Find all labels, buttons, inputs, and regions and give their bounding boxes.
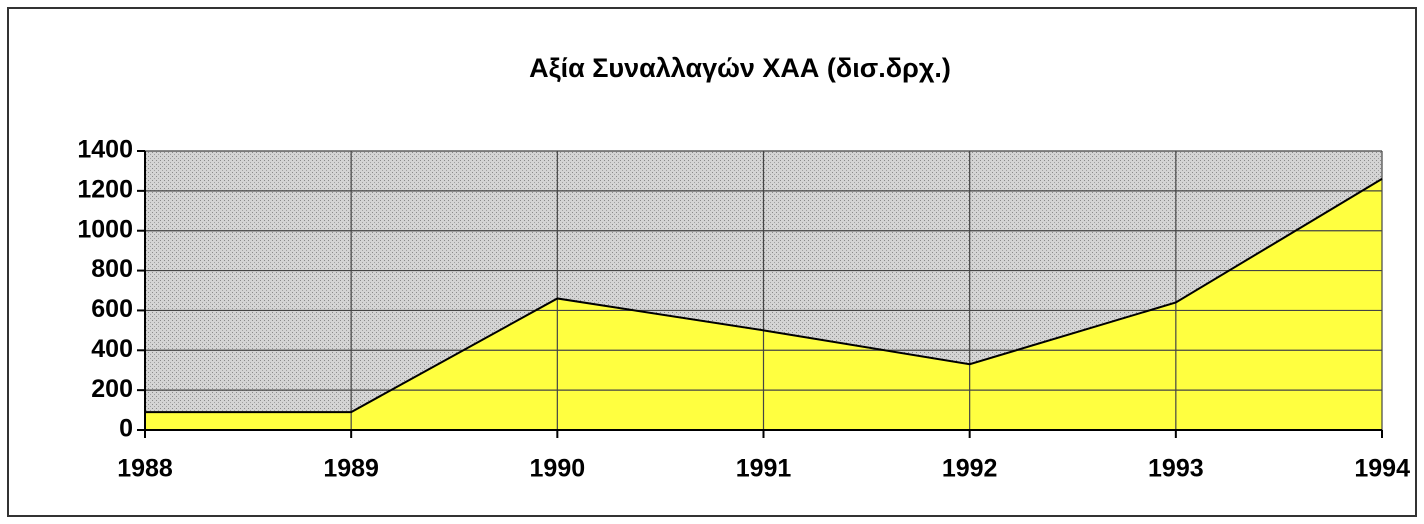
y-tick-label: 0 <box>119 415 133 443</box>
x-tick-label: 1994 <box>1354 455 1410 483</box>
y-tick-label: 200 <box>91 375 133 403</box>
y-tick-label: 800 <box>91 255 133 283</box>
x-tick-label: 1993 <box>1148 455 1204 483</box>
y-tick-label: 400 <box>91 335 133 363</box>
area-outline <box>145 178 1383 414</box>
y-tick-label: 600 <box>91 295 133 323</box>
x-tick-label: 1992 <box>942 455 998 483</box>
x-tick-label: 1988 <box>117 455 173 483</box>
chart-title: Αξία Συναλλαγών ΧΑΑ (δισ.δρχ.) <box>529 53 951 83</box>
y-tick-label: 1000 <box>77 215 133 243</box>
x-tick-label: 1989 <box>323 455 379 483</box>
x-tick-label: 1991 <box>736 455 792 483</box>
y-tick-label: 1400 <box>77 136 133 164</box>
area <box>145 178 1382 430</box>
y-tick-label: 1200 <box>77 175 133 203</box>
x-tick-label: 1990 <box>530 455 586 483</box>
